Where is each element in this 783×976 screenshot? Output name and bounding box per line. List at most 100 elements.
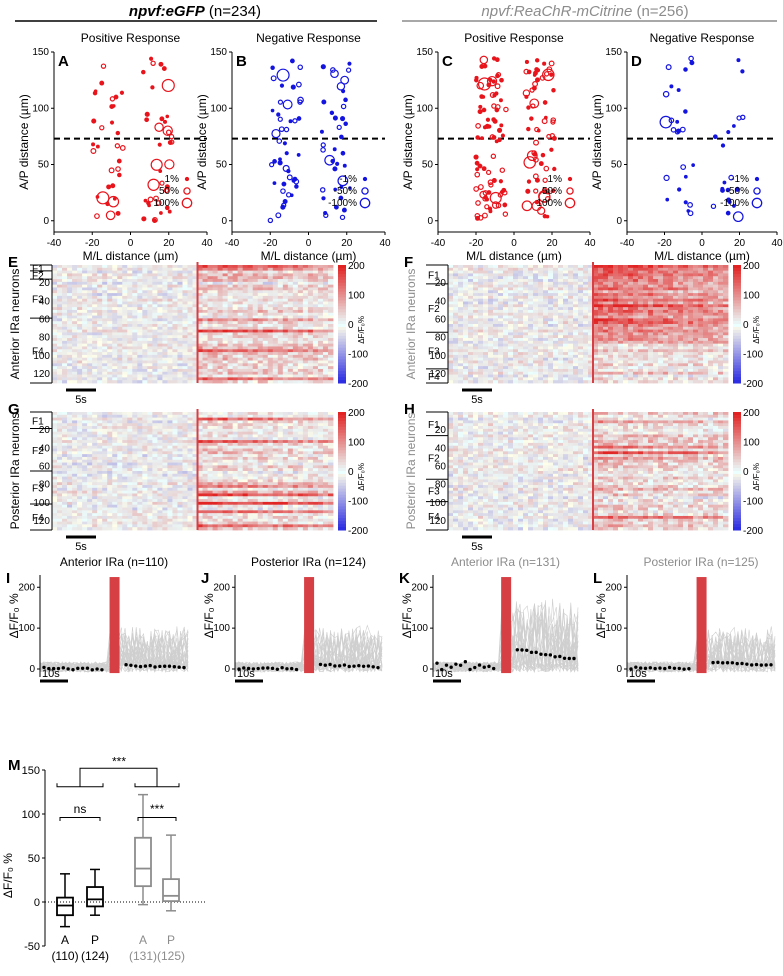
heatmap-cell	[548, 270, 554, 274]
heatmap-cell	[122, 270, 128, 274]
heatmap-cell	[573, 349, 579, 353]
heatmap-cell	[703, 295, 709, 300]
heatmap-cell	[167, 315, 173, 319]
heatmap-cell	[593, 321, 599, 325]
heatmap-cell	[578, 279, 584, 283]
heatmap-cell	[723, 270, 729, 274]
heatmap-cell	[618, 318, 624, 322]
heatmap-cell	[643, 267, 649, 272]
panel-letter: D	[631, 53, 642, 70]
heatmap-cell	[703, 324, 709, 328]
heatmap-cell	[262, 329, 269, 333]
heatmap-cell	[217, 273, 224, 277]
heatmap-cell	[538, 293, 544, 297]
heatmap-cell	[603, 307, 609, 311]
heatmap-cell	[197, 368, 203, 373]
heatmap-cell	[558, 270, 564, 274]
heatmap-cell	[528, 295, 534, 300]
heatmap-cell	[227, 287, 234, 291]
heatmap-cell	[573, 354, 579, 359]
heatmap-cell	[157, 329, 163, 333]
heatmap-cell	[222, 377, 229, 381]
heatmap-cell	[277, 284, 284, 288]
heatmap-cell	[473, 284, 479, 288]
heatmap-cell	[152, 267, 158, 272]
heatmap-cell	[723, 321, 729, 325]
heatmap-cell	[252, 377, 259, 381]
data-point	[727, 199, 732, 204]
heatmap-cell	[192, 295, 198, 300]
heatmap-cell	[488, 329, 494, 333]
heatmap-cell	[503, 295, 509, 300]
heatmap-cell	[683, 318, 689, 322]
heatmap-cell	[513, 329, 519, 333]
heatmap-cell	[232, 287, 239, 291]
heatmap-cell	[77, 273, 83, 277]
heatmap-cell	[272, 293, 279, 297]
heatmap-cell	[287, 377, 294, 381]
heatmap-cell	[458, 267, 464, 272]
data-point	[532, 156, 539, 163]
heatmap-cell	[513, 349, 519, 353]
colorbar-segment	[338, 344, 346, 349]
heatmap-cell	[458, 284, 464, 288]
heatmap-cell	[613, 318, 619, 322]
heatmap-cell	[463, 270, 469, 274]
heatmap-cell	[262, 335, 269, 339]
heatmap-cell	[77, 346, 83, 350]
heatmap-cell	[232, 284, 239, 288]
heatmap-cell	[613, 349, 619, 353]
heatmap-cell	[217, 307, 224, 311]
heatmap-cell	[723, 318, 729, 322]
heatmap-cell	[142, 298, 148, 302]
heatmap-cell	[282, 366, 289, 370]
heatmap-cell	[513, 352, 519, 356]
data-point	[143, 198, 148, 203]
heatmap-cell	[222, 315, 229, 319]
heatmap-cell	[322, 324, 329, 328]
heatmap-cell	[62, 315, 68, 319]
heatmap-cell	[207, 265, 213, 269]
heatmap-cell	[688, 304, 694, 308]
heatmap-cell	[57, 309, 63, 314]
heatmap-cell	[553, 309, 559, 314]
heatmap-cell	[327, 335, 334, 339]
heatmap-cell	[448, 349, 454, 353]
data-point	[503, 106, 509, 113]
heatmap-cell	[493, 343, 499, 347]
heatmap-cell	[663, 279, 669, 283]
heatmap-cell	[137, 307, 143, 311]
heatmap-cell	[503, 281, 509, 286]
heatmap-cell	[297, 366, 304, 370]
heatmap-cell	[463, 326, 469, 331]
heatmap-cell	[282, 290, 289, 294]
heatmap-cell	[718, 307, 724, 311]
heatmap-cell	[703, 338, 709, 342]
heatmap-cell	[608, 357, 614, 361]
heatmap-cell	[553, 338, 559, 342]
heatmap-cell	[232, 309, 239, 314]
heatmap-cell	[197, 349, 203, 353]
heatmap-cell	[543, 324, 549, 328]
heatmap-cell	[723, 360, 729, 364]
heatmap-cell	[478, 321, 484, 325]
heatmap-cell	[197, 329, 203, 333]
data-point	[492, 118, 498, 124]
heatmap-cell	[488, 284, 494, 288]
heatmap-cell	[583, 357, 589, 361]
heatmap-cell	[558, 279, 564, 283]
heatmap-cell	[698, 293, 704, 297]
heatmap-cell	[212, 371, 218, 375]
heatmap-cell	[648, 312, 654, 316]
heatmap-cell	[97, 281, 103, 286]
heatmap-cell	[302, 332, 309, 336]
heatmap-cell	[182, 276, 188, 280]
heatmap-cell	[312, 304, 319, 308]
data-point	[538, 161, 544, 167]
heatmap-cell	[673, 279, 679, 283]
heatmap-cell	[513, 357, 519, 361]
heatmap-cell	[207, 309, 213, 314]
heatmap-cell	[112, 335, 118, 339]
heatmap-cell	[172, 329, 178, 333]
heatmap-cell	[498, 304, 504, 308]
